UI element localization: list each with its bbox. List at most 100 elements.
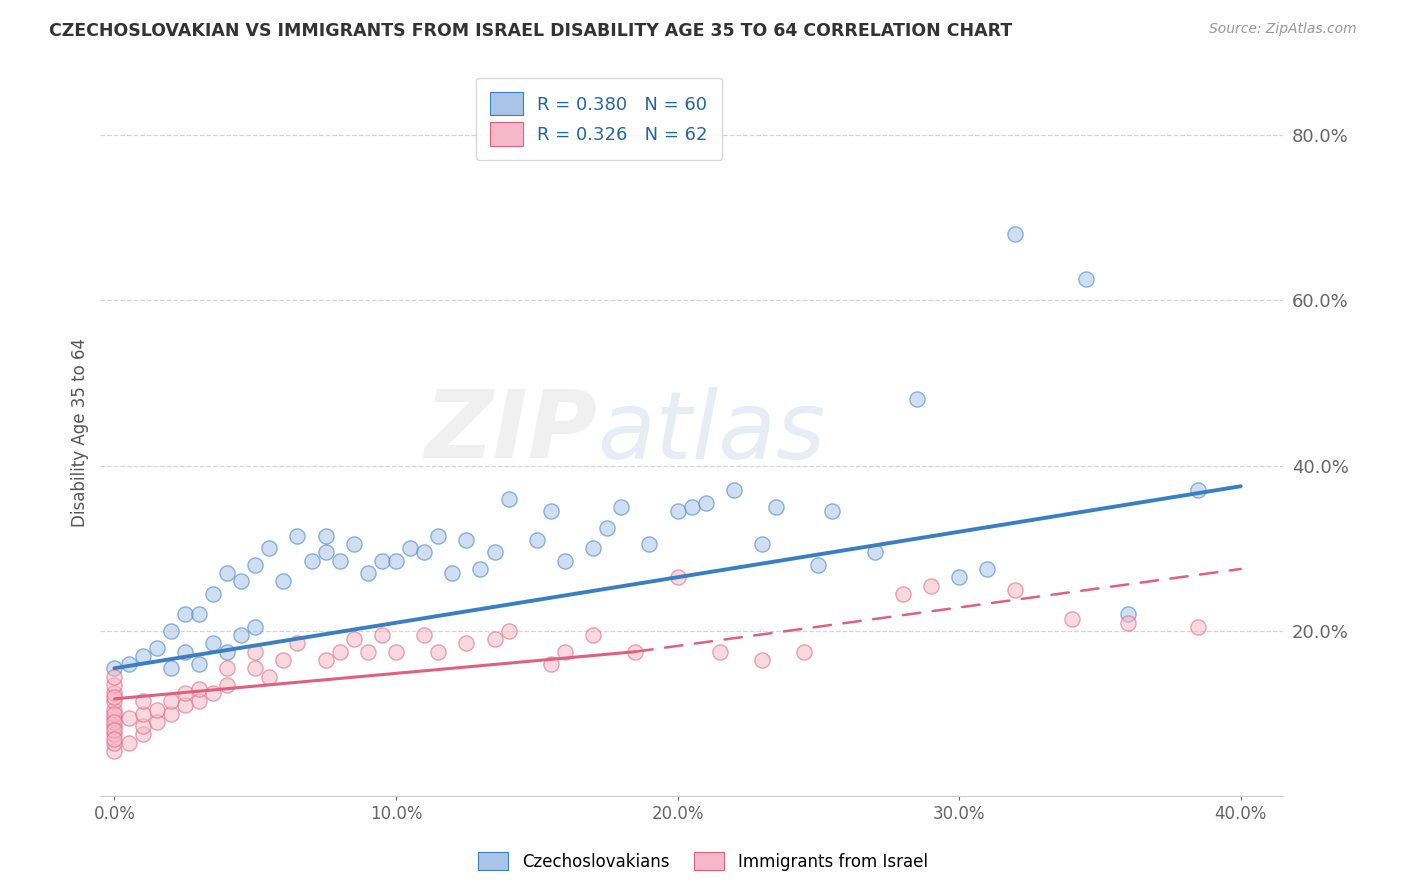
Point: [159, 661, 181, 675]
Point: [103, 678, 125, 692]
Point: [117, 657, 139, 672]
Point: [103, 719, 125, 733]
Point: [329, 645, 352, 659]
Point: [231, 574, 253, 589]
Point: [159, 694, 181, 708]
Point: [103, 686, 125, 700]
Point: [259, 669, 281, 683]
Point: [582, 628, 605, 642]
Y-axis label: Disability Age 35 to 64: Disability Age 35 to 64: [72, 338, 89, 527]
Point: [315, 653, 337, 667]
Point: [540, 657, 562, 672]
Point: [201, 686, 224, 700]
Point: [948, 570, 970, 584]
Point: [540, 504, 562, 518]
Point: [484, 545, 506, 559]
Point: [413, 628, 436, 642]
Point: [315, 545, 337, 559]
Point: [357, 645, 380, 659]
Point: [765, 500, 787, 514]
Point: [103, 669, 125, 683]
Point: [1074, 272, 1097, 286]
Point: [863, 545, 886, 559]
Text: atlas: atlas: [598, 387, 825, 478]
Point: [231, 628, 253, 642]
Point: [131, 727, 153, 741]
Point: [315, 529, 337, 543]
Point: [103, 694, 125, 708]
Point: [131, 694, 153, 708]
Point: [159, 624, 181, 638]
Point: [187, 681, 209, 696]
Point: [131, 648, 153, 663]
Point: [173, 645, 195, 659]
Point: [596, 520, 619, 534]
Point: [385, 645, 408, 659]
Point: [245, 661, 267, 675]
Point: [245, 645, 267, 659]
Point: [215, 661, 238, 675]
Point: [610, 500, 633, 514]
Point: [427, 645, 450, 659]
Point: [215, 566, 238, 580]
Text: CZECHOSLOVAKIAN VS IMMIGRANTS FROM ISRAEL DISABILITY AGE 35 TO 64 CORRELATION CH: CZECHOSLOVAKIAN VS IMMIGRANTS FROM ISRAE…: [49, 22, 1012, 40]
Point: [273, 653, 295, 667]
Point: [666, 504, 689, 518]
Legend: R = 0.380   N = 60, R = 0.326   N = 62: R = 0.380 N = 60, R = 0.326 N = 62: [477, 78, 723, 160]
Point: [357, 566, 380, 580]
Point: [103, 714, 125, 729]
Point: [215, 678, 238, 692]
Point: [976, 562, 998, 576]
Point: [1116, 615, 1139, 630]
Point: [145, 640, 167, 655]
Point: [245, 620, 267, 634]
Point: [891, 587, 914, 601]
Point: [793, 645, 815, 659]
Point: [371, 628, 394, 642]
Point: [103, 661, 125, 675]
Point: [301, 554, 323, 568]
Point: [1116, 607, 1139, 622]
Point: [526, 533, 548, 547]
Point: [117, 736, 139, 750]
Point: [131, 706, 153, 721]
Point: [329, 554, 352, 568]
Point: [1187, 483, 1209, 498]
Point: [173, 698, 195, 713]
Point: [245, 558, 267, 572]
Point: [427, 529, 450, 543]
Point: [343, 537, 366, 551]
Point: [173, 686, 195, 700]
Point: [456, 636, 478, 650]
Point: [582, 541, 605, 556]
Point: [1187, 620, 1209, 634]
Point: [1060, 612, 1083, 626]
Point: [103, 744, 125, 758]
Point: [187, 694, 209, 708]
Point: [371, 554, 394, 568]
Point: [484, 632, 506, 647]
Point: [554, 554, 576, 568]
Point: [681, 500, 703, 514]
Point: [103, 723, 125, 738]
Point: [259, 541, 281, 556]
Point: [905, 392, 928, 407]
Point: [751, 537, 773, 551]
Point: [624, 645, 647, 659]
Point: [159, 706, 181, 721]
Point: [807, 558, 830, 572]
Point: [145, 714, 167, 729]
Point: [470, 562, 492, 576]
Point: [103, 690, 125, 705]
Point: [723, 483, 745, 498]
Point: [201, 587, 224, 601]
Point: [666, 570, 689, 584]
Point: [751, 653, 773, 667]
Point: [695, 496, 717, 510]
Point: [103, 731, 125, 746]
Point: [287, 636, 309, 650]
Point: [103, 706, 125, 721]
Point: [103, 727, 125, 741]
Point: [187, 607, 209, 622]
Point: [498, 491, 520, 506]
